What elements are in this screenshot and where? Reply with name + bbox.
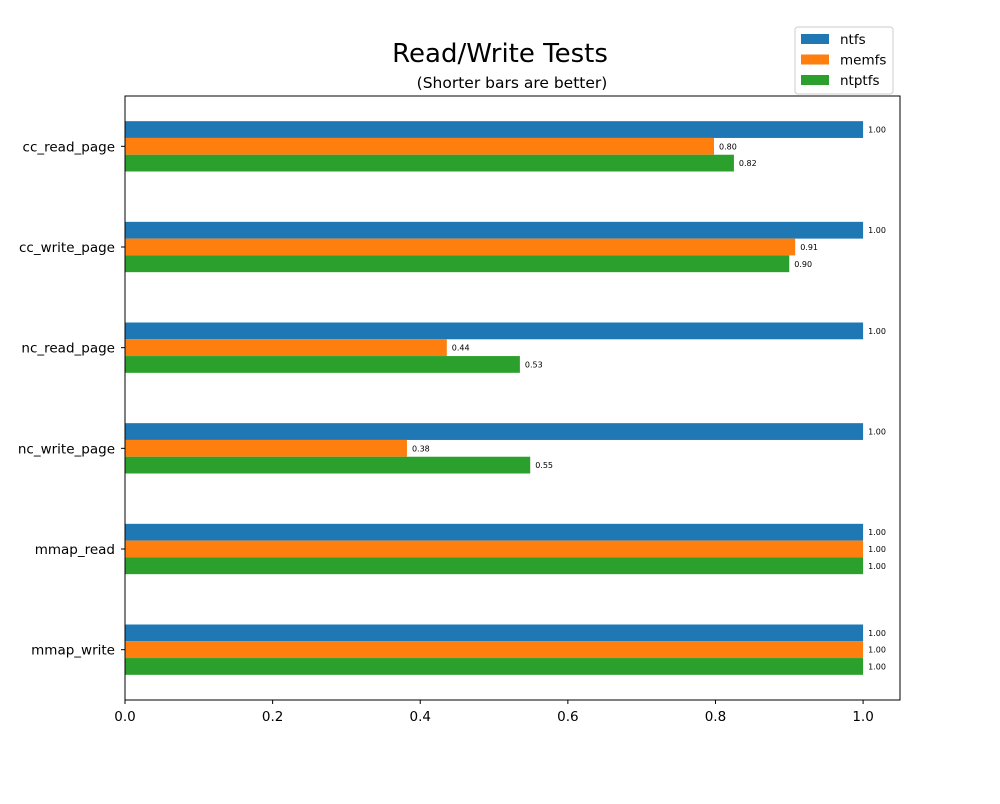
bar-ntfs-nc_write_page xyxy=(125,423,864,440)
chart-subtitle: (Shorter bars are better) xyxy=(417,74,608,92)
bar-memfs-mmap_write xyxy=(125,641,864,659)
plot-frame xyxy=(124,95,901,701)
data-label: 0.44 xyxy=(452,344,470,353)
bar-memfs-nc_write_page xyxy=(125,439,407,457)
bar-ntfs-mmap_write xyxy=(125,624,864,642)
x-tick-label: 0.8 xyxy=(705,709,726,725)
bar-ntptfs-cc_write_page xyxy=(125,255,790,273)
bar-memfs-cc_read_page xyxy=(125,137,714,155)
y-tick-label: mmap_write xyxy=(31,643,115,659)
y-tick-label: nc_read_page xyxy=(21,341,115,357)
data-label: 1.00 xyxy=(868,428,886,437)
bar-ntfs-cc_read_page xyxy=(125,121,864,138)
bar-ntptfs-nc_read_page xyxy=(125,356,520,373)
data-label: 0.55 xyxy=(535,461,553,470)
data-label: 0.80 xyxy=(719,142,737,151)
bar-memfs-nc_read_page xyxy=(125,339,447,357)
data-label: 1.00 xyxy=(868,562,886,571)
bar-ntfs-cc_write_page xyxy=(125,221,864,239)
bar-ntptfs-mmap_read xyxy=(125,557,864,575)
bar-ntfs-mmap_read xyxy=(125,523,864,541)
bar-ntfs-nc_read_page xyxy=(125,322,864,340)
y-tick-label: cc_write_page xyxy=(19,240,115,256)
data-label: 1.00 xyxy=(868,629,886,638)
y-tick-label: cc_read_page xyxy=(23,139,115,155)
data-label: 0.91 xyxy=(800,243,818,252)
legend-label-ntfs: ntfs xyxy=(840,32,866,48)
legend: ntfs memfs ntptfs xyxy=(794,26,894,95)
x-tick-label: 0.4 xyxy=(409,709,430,725)
data-label: 0.38 xyxy=(412,444,430,453)
data-label: 1.00 xyxy=(868,545,886,554)
legend-label-memfs: memfs xyxy=(840,53,886,69)
bar-memfs-mmap_read xyxy=(125,540,864,558)
bar-ntptfs-cc_read_page xyxy=(125,154,734,172)
bar-ntptfs-mmap_write xyxy=(125,658,864,675)
x-tick-label: 0.6 xyxy=(557,709,578,725)
chart-title: Read/Write Tests xyxy=(392,39,608,69)
legend-swatch-memfs xyxy=(801,54,829,65)
x-tick-label: 0.2 xyxy=(262,709,283,725)
data-label: 0.82 xyxy=(739,159,757,168)
bar-memfs-cc_write_page xyxy=(125,238,796,256)
legend-label-ntptfs: ntptfs xyxy=(840,73,880,89)
data-label: 1.00 xyxy=(868,528,886,537)
bar-ntptfs-nc_write_page xyxy=(125,456,531,474)
data-label: 1.00 xyxy=(868,126,886,135)
data-label: 1.00 xyxy=(868,226,886,235)
data-label: 1.00 xyxy=(868,327,886,336)
data-label: 0.90 xyxy=(794,260,812,269)
data-label: 1.00 xyxy=(868,646,886,655)
data-label: 1.00 xyxy=(868,662,886,671)
y-tick-label: mmap_read xyxy=(35,542,115,558)
x-tick-label: 0.0 xyxy=(114,709,135,725)
y-tick-label: nc_write_page xyxy=(18,441,115,457)
legend-swatch-ntfs xyxy=(801,34,829,44)
x-tick-label: 1.0 xyxy=(852,709,873,725)
legend-swatch-ntptfs xyxy=(801,75,829,85)
data-label: 0.53 xyxy=(525,360,543,369)
